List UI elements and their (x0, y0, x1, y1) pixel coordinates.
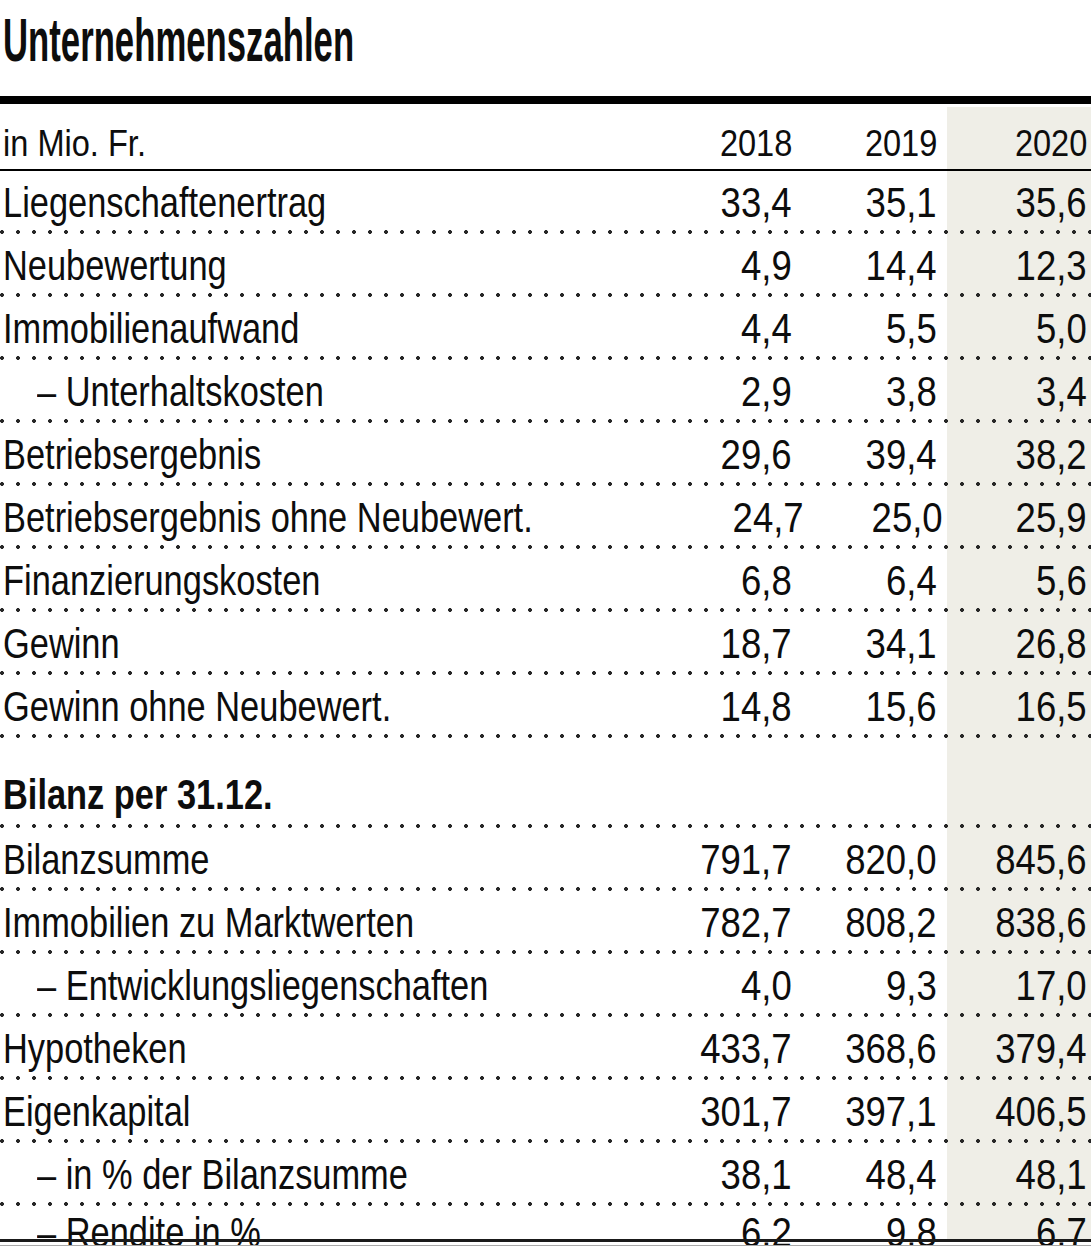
row-label: Gewinn (0, 622, 647, 665)
value-2020: 406,5 (937, 1090, 1091, 1133)
value-2019: 397,1 (792, 1090, 937, 1133)
table-row-in-prozent-der-bilanzsumme: – in % der Bilanzsumme 38,1 48,4 48,1 (0, 1143, 1091, 1206)
value-2018: 18,7 (647, 622, 792, 665)
value-2018: 33,4 (647, 181, 792, 224)
company-figures-table-page: Unternehmenszahlen in Mio. Fr. 2018 2019… (0, 0, 1091, 1246)
year-header-2018: 2018 (647, 125, 792, 162)
row-label: Neubewertung (0, 244, 647, 287)
value-2020: 845,6 (937, 838, 1091, 881)
value-2019: 14,4 (792, 244, 937, 287)
table-row-entwicklungsliegenschaften: – Entwicklungsliegenschaften 4,0 9,3 17,… (0, 954, 1091, 1017)
table-row-neubewertung: Neubewertung 4,9 14,4 12,3 (0, 234, 1091, 297)
figures-table: in Mio. Fr. 2018 2019 2020 Liegenschafte… (0, 107, 1091, 1246)
row-label: – Unterhaltskosten (0, 370, 647, 413)
row-label: Liegenschaftenertrag (0, 181, 647, 224)
bottom-rule (0, 1239, 1091, 1242)
value-2019: 820,0 (792, 838, 937, 881)
table-row-immobilienaufwand: Immobilienaufwand 4,4 5,5 5,0 (0, 297, 1091, 360)
value-2020: 38,2 (937, 433, 1091, 476)
value-2018: 4,4 (647, 307, 792, 350)
row-label: Betriebsergebnis (0, 433, 647, 476)
value-2020: 16,5 (937, 685, 1091, 728)
year-header-2019: 2019 (792, 125, 937, 162)
row-label: Gewinn ohne Neubewert. (0, 685, 647, 728)
value-2019: 5,5 (792, 307, 937, 350)
row-label: – in % der Bilanzsumme (0, 1153, 647, 1196)
row-label: Immobilien zu Marktwerten (0, 901, 647, 944)
value-2020: 5,6 (937, 559, 1091, 602)
table-row-gewinn: Gewinn 18,7 34,1 26,8 (0, 612, 1091, 675)
row-label: Bilanzsumme (0, 838, 647, 881)
value-2020: 25,9 (943, 496, 1091, 539)
value-2018: 4,9 (647, 244, 792, 287)
value-2019: 3,8 (792, 370, 937, 413)
value-2019: 9,3 (792, 964, 937, 1007)
value-2020: 35,6 (937, 181, 1091, 224)
table-row-betriebsergebnis-ohne-neubewert: Betriebsergebnis ohne Neubewert. 24,7 25… (0, 486, 1091, 549)
row-label: Finanzierungskosten (0, 559, 647, 602)
value-2019: 35,1 (792, 181, 937, 224)
section-header-bilanz: Bilanz per 31.12. (0, 738, 1091, 828)
row-label: – Entwicklungsliegenschaften (0, 964, 647, 1007)
value-2018: 2,9 (647, 370, 792, 413)
value-2020: 3,4 (937, 370, 1091, 413)
table-row-hypotheken: Hypotheken 433,7 368,6 379,4 (0, 1017, 1091, 1080)
value-2019: 34,1 (792, 622, 937, 665)
value-2018: 782,7 (647, 901, 792, 944)
value-2018: 301,7 (647, 1090, 792, 1133)
row-label: Hypotheken (0, 1027, 647, 1070)
value-2019: 15,6 (792, 685, 937, 728)
value-2019: 6,4 (792, 559, 937, 602)
value-2019: 48,4 (792, 1153, 937, 1196)
row-label: Immobilienaufwand (0, 307, 647, 350)
value-2018: 14,8 (647, 685, 792, 728)
year-header-2020: 2020 (937, 125, 1091, 162)
table-row-immobilien-zu-marktwerten: Immobilien zu Marktwerten 782,7 808,2 83… (0, 891, 1091, 954)
value-2020: 5,0 (937, 307, 1091, 350)
value-2020: 26,8 (937, 622, 1091, 665)
value-2019: 808,2 (792, 901, 937, 944)
value-2020: 48,1 (937, 1153, 1091, 1196)
table-row-liegenschaftenertrag: Liegenschaftenertrag 33,4 35,1 35,6 (0, 171, 1091, 234)
row-label: Betriebsergebnis ohne Neubewert. (0, 496, 665, 539)
row-label: Eigenkapital (0, 1090, 647, 1133)
value-2018: 38,1 (647, 1153, 792, 1196)
table-row-unterhaltskosten: – Unterhaltskosten 2,9 3,8 3,4 (0, 360, 1091, 423)
value-2020: 17,0 (937, 964, 1091, 1007)
value-2020: 379,4 (937, 1027, 1091, 1070)
value-2020: 12,3 (937, 244, 1091, 287)
value-2019: 25,0 (804, 496, 943, 539)
value-2018: 6,8 (647, 559, 792, 602)
unit-label: in Mio. Fr. (0, 125, 647, 162)
value-2018: 791,7 (647, 838, 792, 881)
top-rule (0, 96, 1091, 104)
value-2018: 4,0 (647, 964, 792, 1007)
table-header-row: in Mio. Fr. 2018 2019 2020 (0, 107, 1091, 171)
table-row-gewinn-ohne-neubewert: Gewinn ohne Neubewert. 14,8 15,6 16,5 (0, 675, 1091, 738)
table-row-betriebsergebnis: Betriebsergebnis 29,6 39,4 38,2 (0, 423, 1091, 486)
value-2018: 24,7 (665, 496, 804, 539)
value-2020: 838,6 (937, 901, 1091, 944)
section-title: Bilanz per 31.12. (0, 773, 1091, 816)
table-row-eigenkapital: Eigenkapital 301,7 397,1 406,5 (0, 1080, 1091, 1143)
value-2019: 39,4 (792, 433, 937, 476)
value-2018: 433,7 (647, 1027, 792, 1070)
value-2018: 29,6 (647, 433, 792, 476)
value-2019: 368,6 (792, 1027, 937, 1070)
page-title: Unternehmenszahlen (3, 6, 630, 74)
page-title-text: Unternehmenszahlen (3, 6, 354, 74)
table-row-finanzierungskosten: Finanzierungskosten 6,8 6,4 5,6 (0, 549, 1091, 612)
table-row-bilanzsumme: Bilanzsumme 791,7 820,0 845,6 (0, 828, 1091, 891)
